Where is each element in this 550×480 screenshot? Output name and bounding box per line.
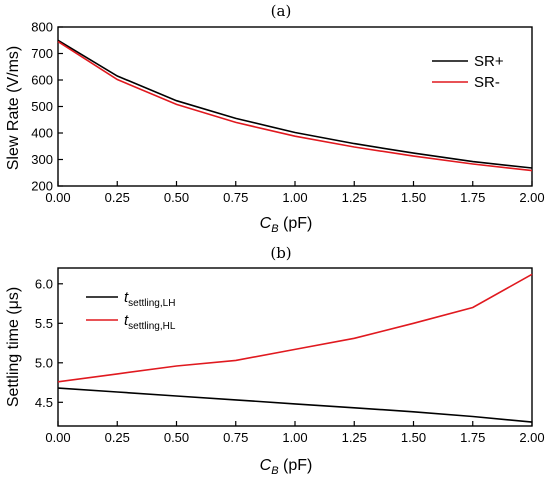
y-tick-labels-a: 200 300 400 500 600 700 800 (31, 20, 53, 194)
x-tick-label: 1.50 (401, 430, 426, 445)
legend-b: tsettling,LH tsettling,HL (86, 289, 176, 332)
series-line-sr (57, 40, 533, 172)
chart-panel-b: (b) 0.00 0.25 0.50 0.75 1.00 1.25 1.50 1.75 2.00… (5, 244, 545, 477)
series-line-t-settling-lh (57, 387, 533, 423)
x-tick-label: 1.50 (401, 190, 426, 205)
x-tick-label: 1.00 (282, 190, 307, 205)
chart-panel-a: (a) 0.00 0.25 0.50 0.75 1.00 1.25 1.50 1.75 2.00… (5, 2, 545, 235)
y-axis-title-a: Slew Rate (V/ms) (5, 46, 22, 170)
x-tick-label: 1.00 (282, 430, 307, 445)
x-tick-labels-b: 0.00 0.25 0.50 0.75 1.00 1.25 1.50 1.75 2.00 (45, 430, 544, 445)
y-tick-label: 5.5 (35, 316, 53, 331)
y-axis-title-b: Settling time (μs) (5, 287, 22, 407)
x-tick-label: 0.75 (223, 190, 248, 205)
x-tick-label: 1.25 (342, 190, 367, 205)
y-tick-label: 6.0 (35, 276, 53, 291)
legend-label-t-settling-hl: tsettling,HL (124, 312, 176, 332)
y-tick-label: 300 (31, 152, 53, 167)
y-tick-label: 700 (31, 46, 53, 61)
x-tick-label: 1.25 (342, 430, 367, 445)
x-axis-title-b: CB (pF) (260, 457, 313, 477)
legend-a: SR+ SR- (432, 53, 504, 91)
x-tick-label: 2.00 (519, 190, 544, 205)
plot-area-b (57, 267, 533, 427)
panel-label-b: (b) (270, 244, 291, 262)
x-tick-labels-a: 0.00 0.25 0.50 0.75 1.00 1.25 1.50 1.75 2.00 (45, 190, 544, 205)
y-tick-label: 400 (31, 126, 53, 141)
series-group-b (57, 273, 533, 423)
series-line-t-settling-hl (57, 273, 533, 383)
y-tick-label: 500 (31, 99, 53, 114)
y-tick-labels-b: 4.5 5.0 5.5 6.0 (35, 276, 53, 410)
y-tick-label: 4.5 (35, 395, 53, 410)
y-tick-label: 200 (31, 179, 53, 194)
x-tick-label: 0.75 (223, 430, 248, 445)
series-line-sr (57, 39, 533, 169)
x-axis-title-a: CB (pF) (260, 215, 313, 235)
x-tick-label: 1.75 (460, 430, 485, 445)
x-tick-label: 0.50 (164, 190, 189, 205)
y-tick-label: 800 (31, 20, 53, 35)
plot-frame (57, 267, 533, 427)
x-tick-label: 0.25 (105, 190, 130, 205)
y-tick-label: 600 (31, 73, 53, 88)
plot-area-a (57, 26, 533, 187)
legend-label-sr-minus: SR- (474, 74, 500, 91)
series-group-a (57, 39, 533, 172)
x-tick-label: 2.00 (519, 430, 544, 445)
x-tick-label: 0.25 (105, 430, 130, 445)
x-tick-label: 0.50 (164, 430, 189, 445)
legend-label-sr-plus: SR+ (474, 53, 504, 70)
y-tick-label: 5.0 (35, 355, 53, 370)
legend-label-t-settling-lh: tsettling,LH (124, 289, 175, 309)
x-tick-label: 0.00 (45, 430, 70, 445)
x-tick-label: 1.75 (460, 190, 485, 205)
panel-label-a: (a) (271, 2, 292, 20)
x-tick-label: 0.00 (45, 190, 70, 205)
